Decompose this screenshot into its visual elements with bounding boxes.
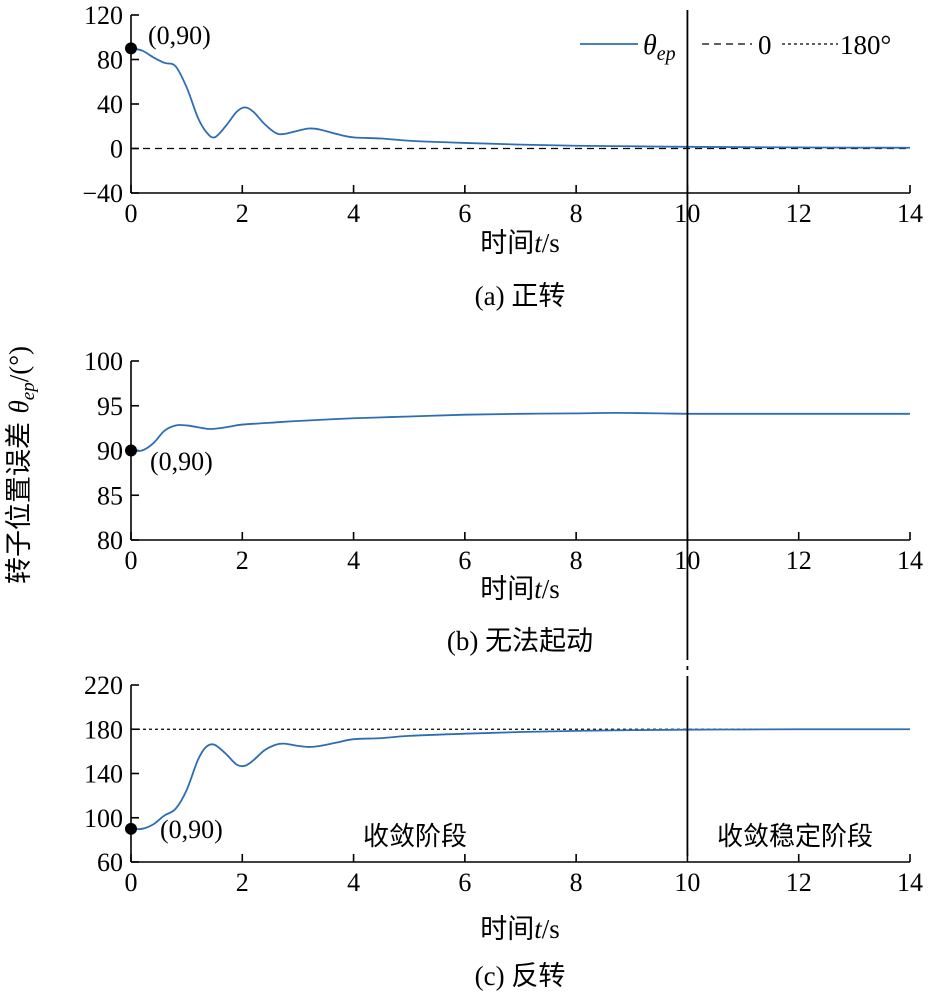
x-tick-label-reverse: 10 — [674, 868, 700, 897]
x-tick-label-forward: 14 — [897, 199, 923, 228]
y-tick-label-no-start: 95 — [97, 392, 123, 421]
series-line-no-start — [130, 412, 910, 452]
x-tick-label-no-start: 4 — [347, 546, 360, 575]
y-tick-label-forward: −40 — [82, 179, 123, 208]
x-tick-label-forward: 0 — [125, 199, 138, 228]
x-tick-label-reverse: 8 — [570, 868, 583, 897]
xlabel-no-start: 时间t/s — [480, 574, 560, 605]
x-tick-label-no-start: 8 — [570, 546, 583, 575]
caption-no-start: (b) 无法起动 — [447, 626, 593, 656]
stage-label-stable: 收敛稳定阶段 — [717, 822, 873, 852]
legend-ref0-label: 0 — [758, 30, 772, 60]
x-tick-label-no-start: 2 — [236, 546, 249, 575]
y-tick-label-forward: 40 — [97, 90, 123, 119]
x-tick-label-reverse: 14 — [897, 868, 923, 897]
y-tick-label-reverse: 220 — [84, 671, 123, 700]
y-tick-label-reverse: 180 — [84, 715, 123, 744]
x-tick-label-reverse: 0 — [125, 868, 138, 897]
panel-reverse: (c) 反转 时间t/s (0,90) 收敛阶段 收敛稳定阶段 60100140… — [84, 671, 923, 991]
x-tick-label-forward: 8 — [570, 199, 583, 228]
caption-forward: (a) 正转 — [475, 281, 566, 311]
legend: θep 0 180° — [580, 30, 891, 65]
x-tick-label-forward: 12 — [786, 199, 812, 228]
x-tick-label-reverse: 2 — [236, 868, 249, 897]
y-tick-label-reverse: 100 — [84, 804, 123, 833]
x-tick-label-reverse: 4 — [347, 868, 360, 897]
y-tick-label-no-start: 85 — [97, 481, 123, 510]
x-tick-label-forward: 6 — [458, 199, 471, 228]
x-tick-label-reverse: 12 — [786, 868, 812, 897]
start-point-forward — [125, 42, 137, 55]
x-tick-label-forward: 2 — [236, 199, 249, 228]
y-tick-label-no-start: 90 — [97, 437, 123, 466]
y-tick-label-forward: 0 — [110, 135, 123, 164]
x-tick-label-no-start: 12 — [786, 546, 812, 575]
caption-reverse: (c) 反转 — [475, 961, 566, 991]
legend-ref180-label: 180° — [840, 30, 891, 60]
y-tick-label-no-start: 100 — [84, 347, 123, 376]
start-point-reverse — [125, 822, 137, 835]
x-tick-label-no-start: 6 — [458, 546, 471, 575]
start-label-forward: (0,90) — [148, 21, 211, 50]
xlabel-reverse: 时间t/s — [480, 914, 560, 945]
y-tick-label-no-start: 80 — [97, 526, 123, 555]
legend-series-label: θep — [643, 30, 676, 65]
y-tick-label-reverse: 60 — [97, 848, 123, 877]
y-tick-label-reverse: 140 — [84, 760, 123, 789]
y-tick-label-forward: 80 — [97, 46, 123, 75]
series-line-forward — [130, 47, 911, 149]
series-line-reverse — [130, 728, 910, 831]
start-point-no-start — [125, 444, 137, 457]
x-tick-label-no-start: 14 — [897, 546, 923, 575]
start-label-reverse: (0,90) — [160, 815, 223, 844]
y-axis-label: 转子位置误差 θep/(°) — [4, 346, 39, 584]
xlabel-forward: 时间t/s — [480, 228, 560, 259]
start-label-no-start: (0,90) — [150, 447, 213, 476]
x-tick-label-no-start: 0 — [125, 546, 138, 575]
x-tick-label-forward: 4 — [347, 199, 360, 228]
y-tick-label-forward: 120 — [84, 1, 123, 30]
x-tick-label-reverse: 6 — [458, 868, 471, 897]
stage-label-converging: 收敛阶段 — [363, 822, 467, 852]
